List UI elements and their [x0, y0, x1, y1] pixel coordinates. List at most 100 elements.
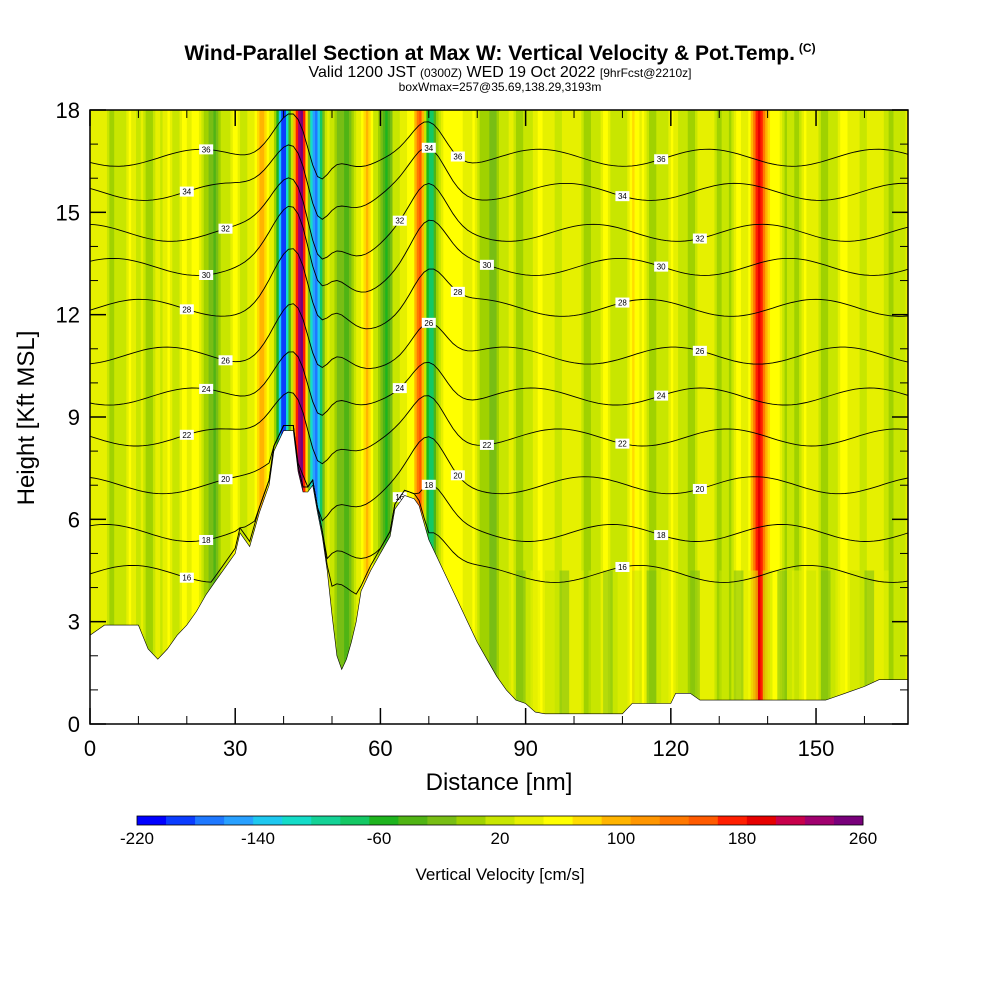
chart-title-text: Wind-Parallel Section at Max W: Vertical…: [184, 42, 795, 65]
velocity-column: [145, 110, 149, 724]
velocity-column: [883, 110, 887, 724]
isentrope-label-bg: [392, 215, 407, 226]
velocity-column: [235, 110, 239, 724]
velocity-column: [237, 110, 241, 724]
velocity-column: [160, 110, 164, 724]
isentrope-line: [90, 205, 908, 293]
velocity-column: [859, 110, 863, 724]
velocity-column: [479, 110, 483, 724]
isentrope-label: 26: [424, 319, 433, 328]
velocity-column: [515, 110, 519, 724]
velocity-column: [155, 110, 159, 724]
velocity-cell: [849, 570, 860, 724]
y-tick-label: 15: [56, 200, 80, 225]
colorbar-tick-label: 260: [849, 829, 877, 848]
velocity-column: [111, 110, 115, 724]
velocity-column: [876, 110, 880, 724]
colorbar: -220 -140 -60 20 100 180 260: [120, 815, 877, 848]
velocity-column: [496, 110, 500, 724]
velocity-cell: [574, 570, 584, 724]
velocity-column: [748, 110, 752, 724]
velocity-column: [532, 110, 536, 724]
velocity-column: [530, 110, 534, 724]
colorbar-swatch: [804, 816, 835, 825]
velocity-column: [336, 110, 340, 724]
velocity-column: [174, 110, 178, 724]
velocity-column: [823, 110, 827, 724]
isentrope-label: 30: [657, 263, 666, 272]
velocity-cell: [733, 570, 744, 724]
velocity-column: [162, 110, 166, 724]
velocity-column: [438, 110, 442, 724]
velocity-column: [564, 110, 568, 724]
velocity-column: [179, 110, 183, 724]
velocity-column: [491, 110, 495, 724]
velocity-column: [661, 110, 665, 724]
velocity-column: [247, 110, 251, 724]
velocity-column: [411, 110, 415, 724]
x-axis: 0 30 60 90 120 150: [84, 110, 865, 761]
velocity-column: [627, 110, 631, 724]
velocity-column: [293, 110, 297, 724]
y-tick-label: 9: [68, 405, 80, 430]
velocity-column: [123, 110, 127, 724]
velocity-column: [847, 110, 851, 724]
velocity-column: [559, 110, 563, 724]
velocity-column: [651, 110, 655, 724]
velocity-column: [745, 110, 749, 724]
isentrope-label-bg: [692, 483, 707, 494]
velocity-column: [622, 110, 626, 724]
velocity-column: [135, 110, 139, 724]
velocity-column: [738, 110, 742, 724]
velocity-column: [310, 110, 314, 724]
velocity-column: [227, 110, 231, 724]
velocity-column: [600, 110, 604, 724]
colorbar-swatch: [340, 816, 370, 825]
velocity-column: [329, 110, 333, 724]
velocity-column: [295, 110, 299, 724]
velocity-column: [878, 110, 882, 724]
isentrope-line: [90, 425, 908, 560]
velocity-cell: [559, 570, 570, 724]
velocity-column: [397, 110, 401, 724]
velocity-column: [818, 110, 822, 724]
velocity-column: [208, 110, 212, 724]
velocity-column: [716, 110, 720, 724]
chart-header: Wind-Parallel Section at Max W: Vertical…: [0, 36, 1000, 93]
velocity-column: [421, 110, 425, 724]
velocity-column: [453, 110, 457, 724]
velocity-column: [169, 110, 173, 724]
velocity-column: [363, 110, 367, 724]
velocity-column: [888, 110, 892, 724]
velocity-column: [477, 110, 481, 724]
velocity-column: [189, 110, 193, 724]
velocity-column: [298, 110, 302, 724]
velocity-column: [724, 110, 728, 724]
velocity-column: [211, 110, 215, 724]
velocity-column: [390, 110, 394, 724]
velocity-column: [561, 110, 565, 724]
velocity-column: [232, 110, 236, 724]
velocity-column: [765, 110, 769, 724]
velocity-column: [670, 110, 674, 724]
terrain: [90, 430, 908, 724]
velocity-column: [450, 110, 454, 724]
velocity-column: [148, 110, 152, 724]
velocity-column: [777, 110, 781, 724]
isentrope-label-bg: [218, 223, 233, 234]
velocity-column: [271, 110, 275, 724]
velocity-column: [566, 110, 570, 724]
velocity-column: [881, 110, 885, 724]
isentrope-line: [90, 113, 908, 180]
velocity-column: [254, 110, 258, 724]
velocity-column: [830, 110, 834, 724]
velocity-column: [757, 110, 761, 724]
velocity-column: [215, 110, 219, 724]
colorbar-tick-label: 180: [728, 829, 756, 848]
velocity-column: [181, 110, 185, 724]
velocity-column: [416, 110, 420, 724]
velocity-column: [377, 110, 382, 724]
isentrope-label-bg: [218, 474, 233, 485]
isentrope-label: 18: [657, 531, 666, 540]
velocity-column: [690, 110, 694, 724]
